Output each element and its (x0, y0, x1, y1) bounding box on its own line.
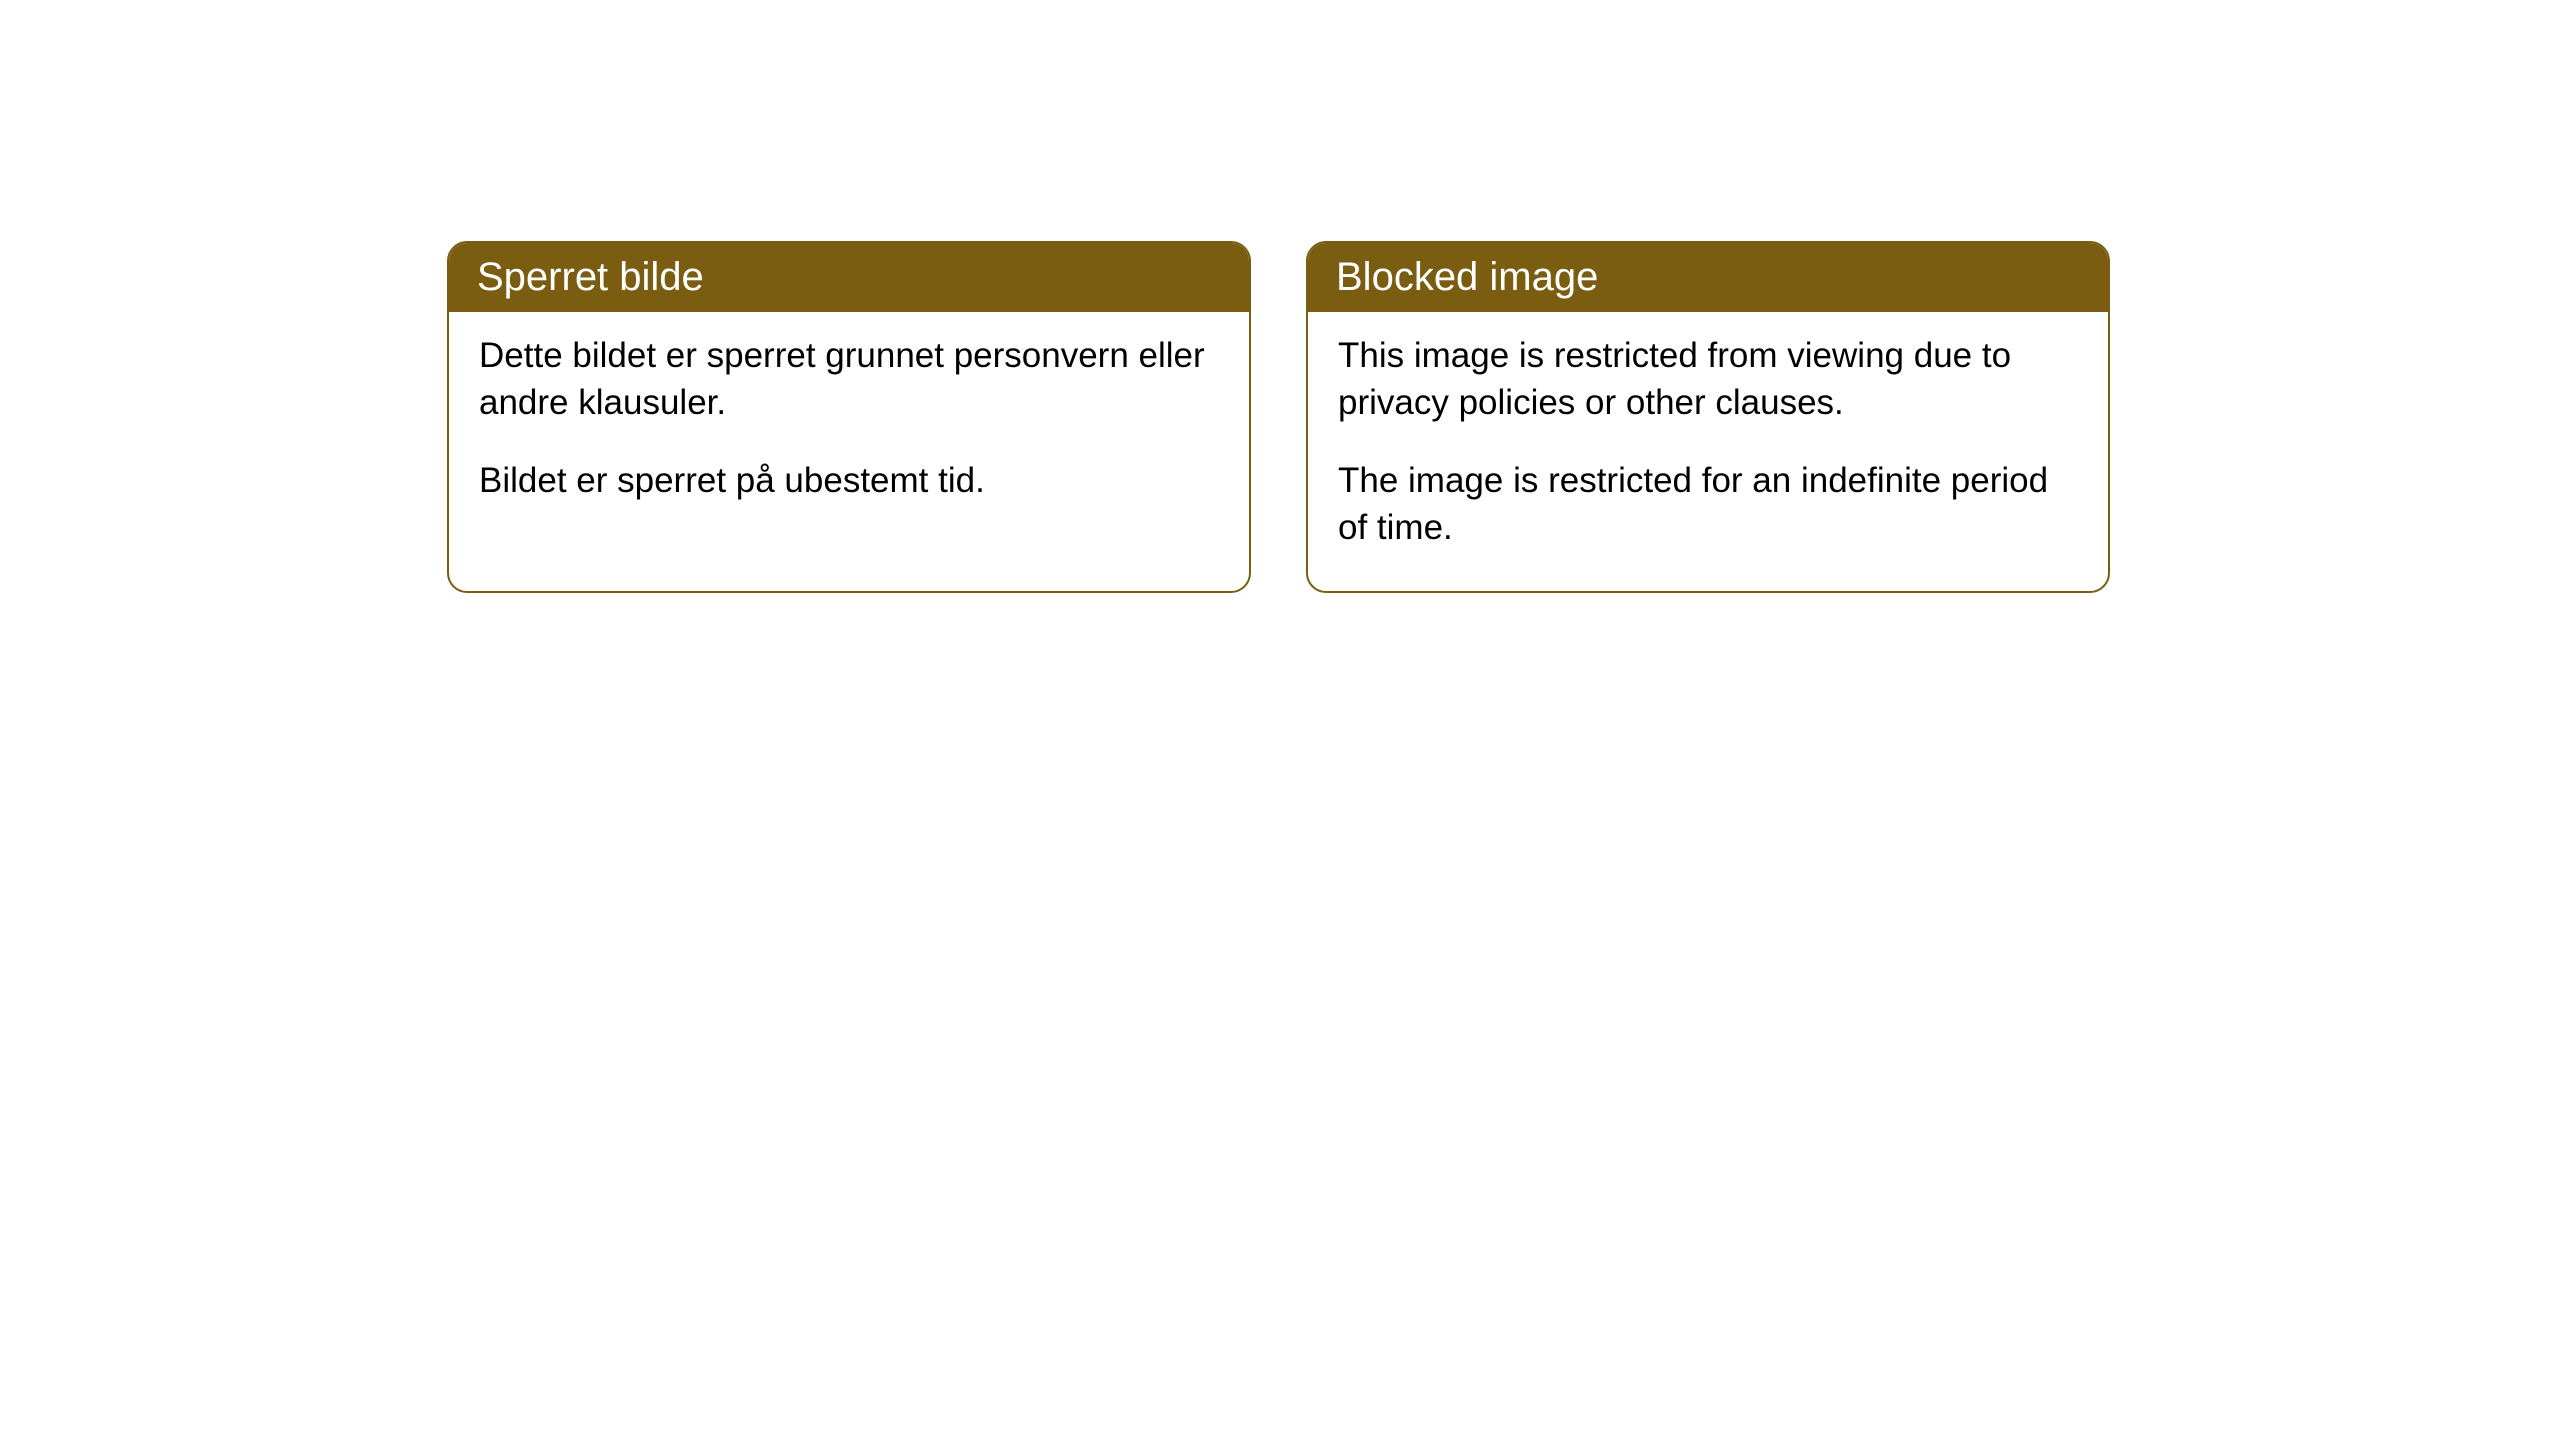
card-body-norwegian: Dette bildet er sperret grunnet personve… (449, 312, 1249, 544)
card-paragraph: Dette bildet er sperret grunnet personve… (479, 332, 1219, 427)
card-paragraph: This image is restricted from viewing du… (1338, 332, 2078, 427)
card-title: Blocked image (1336, 255, 1598, 299)
card-header-english: Blocked image (1308, 243, 2108, 312)
card-norwegian: Sperret bilde Dette bildet er sperret gr… (447, 241, 1251, 593)
card-title: Sperret bilde (477, 255, 704, 299)
card-body-english: This image is restricted from viewing du… (1308, 312, 2108, 591)
card-paragraph: The image is restricted for an indefinit… (1338, 457, 2078, 552)
card-paragraph: Bildet er sperret på ubestemt tid. (479, 457, 1219, 504)
card-header-norwegian: Sperret bilde (449, 243, 1249, 312)
cards-container: Sperret bilde Dette bildet er sperret gr… (447, 241, 2110, 593)
card-english: Blocked image This image is restricted f… (1306, 241, 2110, 593)
